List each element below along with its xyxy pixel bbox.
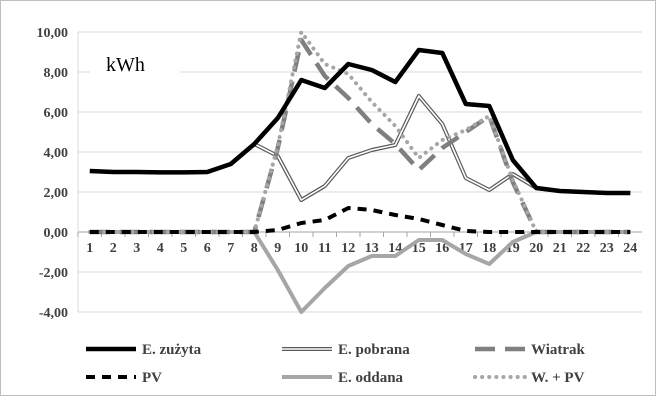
y-tick-label: -2,00 [39,266,68,281]
y-tick-label: 4,00 [44,146,69,161]
unit-label: kWh [106,54,145,76]
series-3 [89,206,631,234]
legend-label: E. oddana [338,370,404,386]
legend-item: PV [86,370,162,386]
y-tick-label: 10,00 [37,26,69,41]
x-tick-label: 24 [623,241,637,256]
x-tick-label: 22 [576,241,590,256]
legend-item: E. zużyta [86,342,202,358]
legend-label: Wiatrak [531,342,586,358]
series-line [89,47,631,196]
x-tick-label: 4 [157,241,164,256]
x-tick-label: 7 [227,241,234,256]
legend-item: W. + PV [473,370,585,386]
unit-label-box [90,42,180,84]
legend-item: Wiatrak [475,342,586,358]
series-line [89,206,631,234]
x-tick-label: 2 [110,241,117,256]
y-tick-label: 0,00 [44,226,69,241]
x-tick-label: 20 [529,241,543,256]
series-5 [87,30,633,234]
legend-label: PV [142,370,162,386]
x-tick-label: 16 [435,241,449,256]
series-line [89,37,631,235]
x-tick-label: 13 [365,241,379,256]
legend-label: E. zużyta [142,342,202,358]
series-line [87,30,633,234]
x-tick-label: 12 [341,241,355,256]
x-tick-label: 5 [180,241,187,256]
x-tick-label: 9 [274,241,281,256]
x-tick-label: 21 [553,241,567,256]
y-tick-label: 8,00 [44,66,69,81]
x-tick-label: 8 [251,241,258,256]
legend-item: E. pobrana [282,342,410,358]
x-tick-label: 1 [86,241,93,256]
series-0 [89,47,631,196]
x-tick-label: 6 [204,241,211,256]
y-tick-label: -4,00 [39,306,68,321]
x-tick-label: 10 [294,241,308,256]
legend-item: E. oddana [282,370,404,386]
x-tick-label: 23 [600,241,614,256]
legend-label: E. pobrana [338,342,410,358]
x-tick-label: 18 [482,241,496,256]
x-tick-label: 11 [318,241,331,256]
legend-label: W. + PV [531,370,585,386]
x-tick-label: 3 [133,241,140,256]
series-2 [89,37,631,235]
y-tick-label: 6,00 [44,106,69,121]
y-tick-label: 2,00 [44,186,69,201]
